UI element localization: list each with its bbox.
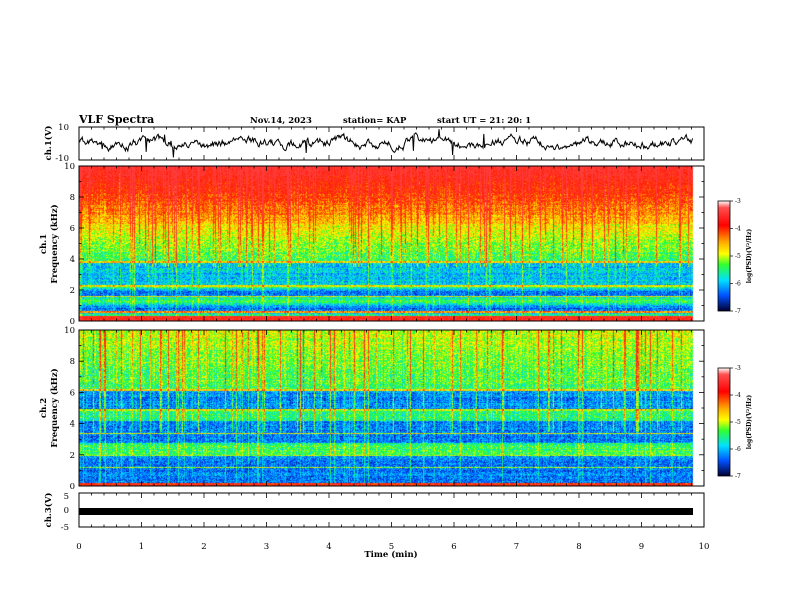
y-tick-label: 6	[70, 224, 75, 234]
ch2-colorbar: -3 -4 -5 -6 -7 log(PSD)(V²/Hz)	[717, 365, 753, 480]
x-tick-label: 8	[576, 542, 581, 552]
colorbar-tick-label: -4	[735, 226, 741, 233]
ch3-waveform-trace	[79, 508, 693, 515]
x-tick-label: 10	[699, 542, 710, 552]
ch2-colorbar-label: log(PSD)(V²/Hz)	[746, 395, 753, 450]
x-tick-label: 0	[76, 542, 81, 552]
colorbar-tick-label: -5	[735, 419, 741, 426]
x-tick-label: 9	[639, 542, 644, 552]
y-tick-label: 0	[70, 317, 75, 327]
ch1-spectrogram-ylabel-channel: ch.1	[39, 234, 49, 254]
ch3-waveform-panel: 5 0 -5 ch.3(V)	[43, 492, 705, 533]
ch1-colorbar-label: log(PSD)(V²/Hz)	[746, 229, 753, 284]
ch1-ytick-bottom: -10	[55, 154, 69, 164]
start-time-label: start UT = 21: 20: 1	[437, 116, 531, 126]
y-tick-label: 4	[70, 420, 75, 430]
y-tick-label: 6	[70, 388, 75, 398]
ch3-waveform-ylabel: ch.3(V)	[43, 493, 54, 528]
colorbar-tick-label: -5	[735, 253, 741, 260]
y-tick-label: 10	[64, 326, 75, 336]
ch1-colorbar-gradient	[717, 200, 731, 312]
ch3-ytick-mid: 0	[64, 506, 69, 516]
ch1-waveform-trace	[78, 129, 694, 158]
ch1-waveform-panel: 10 -10 ch.1(V)	[43, 123, 705, 164]
ch1-spectrogram-heatmap	[79, 166, 704, 321]
x-tick-label: 4	[326, 542, 331, 552]
date-label: Nov.14, 2023	[250, 116, 312, 126]
x-tick-label: 5	[389, 542, 394, 552]
ch1-ytick-top: 10	[58, 123, 69, 133]
x-tick-label: 3	[264, 542, 269, 552]
y-tick-label: 2	[70, 286, 75, 296]
colorbar-tick-label: -3	[735, 198, 741, 205]
figure-title: VLF Spectra	[78, 113, 154, 126]
ch2-colorbar-gradient	[717, 367, 731, 477]
colorbar-tick-label: -6	[735, 446, 741, 453]
ch2-spectrogram-heatmap	[79, 330, 704, 486]
y-tick-label: 8	[70, 193, 75, 203]
y-tick-label: 2	[70, 451, 75, 461]
y-tick-label: 10	[64, 162, 75, 172]
colorbar-tick-label: -3	[735, 365, 741, 372]
ch2-spectrogram-panel: 0 2 4 6 8 10 ch.2 Frequency (kHz)	[39, 326, 705, 492]
ch2-spectrogram-ylabel-channel: ch.2	[39, 398, 49, 418]
y-tick-label: 0	[70, 482, 75, 492]
colorbar-tick-label: -7	[735, 308, 741, 315]
x-axis-label: Time (min)	[364, 549, 417, 560]
ch1-spectrogram-panel: 0 2 4 6 8 10 ch.1 Frequency (kHz)	[39, 162, 705, 327]
ch3-ytick-top: 5	[64, 492, 69, 502]
colorbar-tick-label: -7	[735, 473, 741, 480]
y-tick-label: 4	[70, 255, 75, 265]
ch1-waveform-ylabel: ch.1(V)	[43, 126, 54, 161]
ch1-spectrogram-ylabel-frequency: Frequency (kHz)	[49, 204, 60, 283]
colorbar-tick-label: -6	[735, 281, 741, 288]
y-tick-label: 8	[70, 357, 75, 367]
colorbar-tick-label: -4	[735, 392, 741, 399]
ch2-spectrogram-ylabel-frequency: Frequency (kHz)	[49, 368, 60, 447]
x-tick-label: 6	[451, 542, 456, 552]
station-label: station= KAP	[343, 116, 407, 126]
x-tick-label: 7	[514, 542, 519, 552]
ch1-colorbar: -3 -4 -5 -6 -7 log(PSD)(V²/Hz)	[717, 198, 753, 315]
x-tick-label: 2	[201, 542, 206, 552]
x-tick-label: 1	[139, 542, 144, 552]
ch3-ytick-bottom: -5	[61, 523, 69, 533]
